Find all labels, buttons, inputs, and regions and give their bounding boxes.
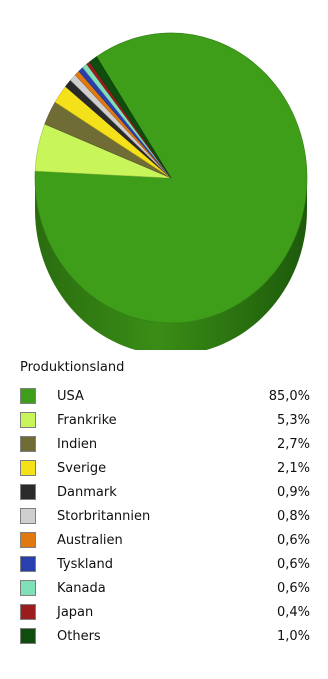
legend-label: Others	[57, 629, 101, 644]
legend-item: Kanada 0,6%	[20, 577, 320, 601]
legend-item: Frankrike 5,3%	[20, 409, 320, 433]
legend-swatch	[20, 628, 36, 644]
legend-percent: 5,3%	[276, 413, 310, 428]
legend-item: Australien 0,6%	[20, 529, 320, 553]
legend-item: Others 1,0%	[20, 625, 320, 649]
legend-item: Sverige 2,1%	[20, 457, 320, 481]
legend-label: Kanada	[57, 581, 106, 596]
legend-item: Indien 2,7%	[20, 433, 320, 457]
legend-swatch	[20, 508, 36, 524]
legend-swatch	[20, 388, 36, 404]
legend-label: Danmark	[57, 485, 117, 500]
legend-label: Tyskland	[57, 557, 113, 572]
legend-item: USA 85,0%	[20, 385, 320, 409]
legend-label: Japan	[57, 605, 94, 620]
legend-label: Indien	[57, 437, 98, 452]
legend-item: Tyskland 0,6%	[20, 553, 320, 577]
legend-percent: 0,8%	[276, 509, 310, 524]
legend-label: Sverige	[57, 461, 107, 476]
legend-percent: 0,6%	[276, 557, 310, 572]
legend-percent: 1,0%	[276, 629, 310, 644]
legend-swatch	[20, 532, 36, 548]
pie-side-wall	[35, 178, 307, 350]
legend-percent: 0,6%	[276, 581, 310, 596]
legend-label: Australien	[57, 533, 123, 548]
legend-label: USA	[57, 389, 84, 404]
legend-item: Japan 0,4%	[20, 601, 320, 625]
legend-swatch	[20, 436, 36, 452]
legend-percent: 2,1%	[276, 461, 310, 476]
legend-item: Storbritannien 0,8%	[20, 505, 320, 529]
legend-swatch	[20, 556, 36, 572]
legend-title: Produktionsland	[20, 360, 125, 375]
legend-swatch	[20, 580, 36, 596]
legend-swatch	[20, 460, 36, 476]
legend-percent: 2,7%	[276, 437, 310, 452]
legend-percent: 0,4%	[276, 605, 310, 620]
legend-percent: 85,0%	[268, 389, 310, 404]
pie-slice-others	[89, 56, 172, 179]
legend-item: Danmark 0,9%	[20, 481, 320, 505]
legend-percent: 0,6%	[276, 533, 310, 548]
legend-label: Frankrike	[57, 413, 117, 428]
legend-label: Storbritannien	[57, 509, 151, 524]
pie-chart	[34, 32, 308, 350]
legend-swatch	[20, 412, 36, 428]
legend-swatch	[20, 484, 36, 500]
legend-swatch	[20, 604, 36, 620]
legend-percent: 0,9%	[276, 485, 310, 500]
legend: USA 85,0% Frankrike 5,3% Indien 2,7% Sverige 2,…	[20, 385, 320, 649]
